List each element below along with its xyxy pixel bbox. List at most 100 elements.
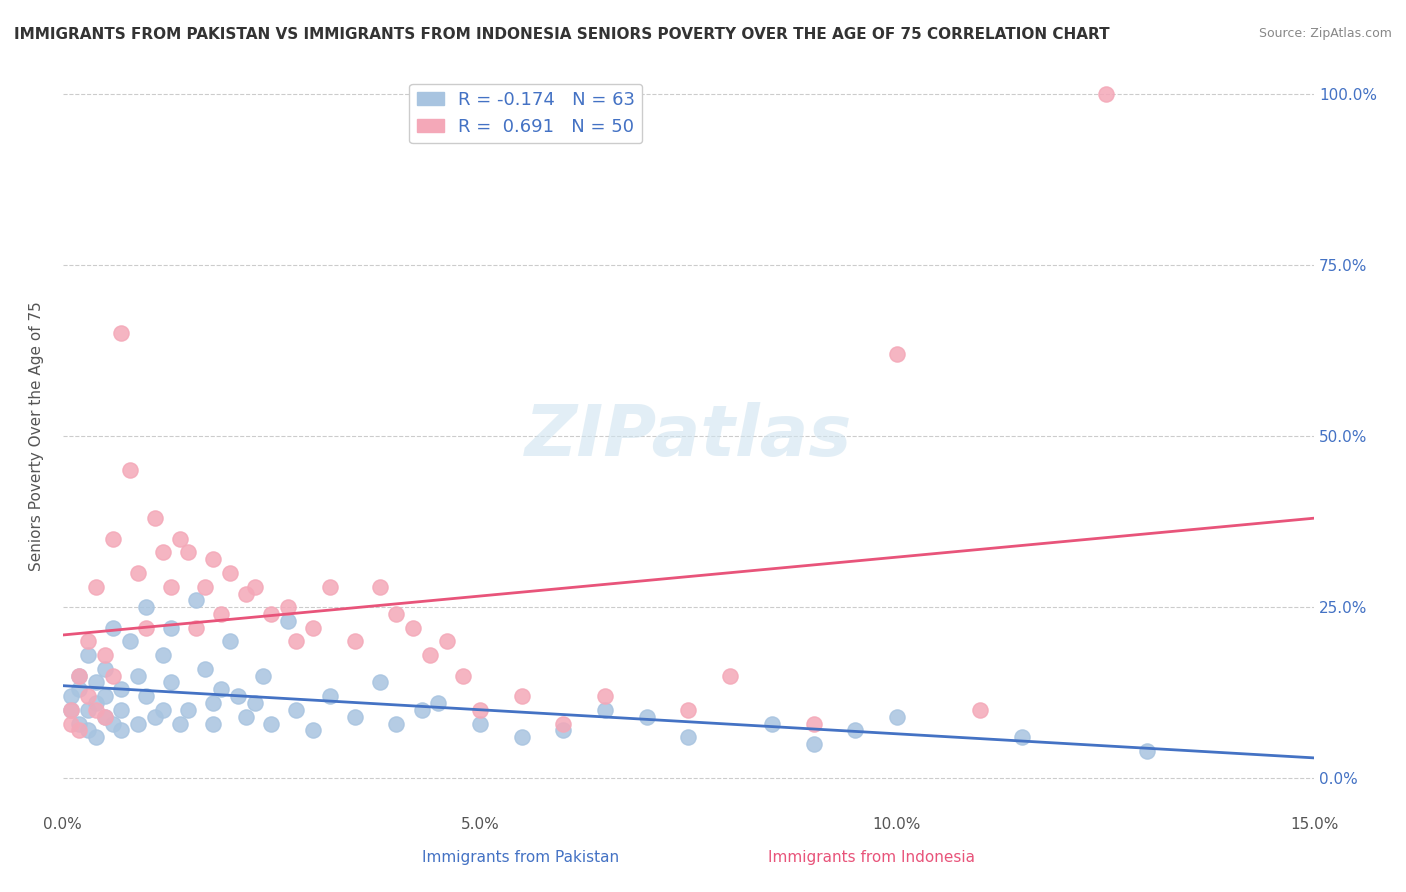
Point (678, 731, 700, 745)
Point (226, 689, 249, 703)
Point (76, 689, 98, 703)
Point (76, 634, 98, 648)
Point (186, 621, 208, 635)
Point (593, 703, 616, 717)
Point (302, 723, 325, 738)
Point (160, 580, 183, 594)
Point (60, 703, 83, 717)
Point (152, 545, 174, 559)
Legend: R = -0.174   N = 63, R =  0.691   N = 50: R = -0.174 N = 63, R = 0.691 N = 50 (409, 84, 643, 143)
Point (510, 689, 533, 703)
Point (243, 580, 266, 594)
Point (93, 662, 115, 676)
Point (152, 648, 174, 662)
Point (101, 668, 124, 682)
Point (60, 716, 83, 731)
Point (69, 716, 91, 731)
Point (160, 621, 183, 635)
Point (319, 689, 342, 703)
Point (553, 716, 575, 731)
Point (93, 648, 115, 662)
Point (468, 716, 491, 731)
Point (69, 668, 91, 682)
Point (593, 689, 616, 703)
Point (302, 621, 325, 635)
Text: Source: ZipAtlas.com: Source: ZipAtlas.com (1258, 27, 1392, 40)
Point (319, 580, 342, 594)
Point (84, 675, 107, 690)
Point (169, 716, 191, 731)
Point (93, 689, 115, 703)
Point (60, 703, 83, 717)
Point (209, 682, 232, 697)
Point (252, 668, 274, 682)
Point (69, 723, 91, 738)
Point (76, 723, 98, 738)
Point (427, 696, 450, 710)
Point (69, 682, 91, 697)
Point (277, 614, 299, 628)
Point (110, 682, 132, 697)
Point (718, 668, 741, 682)
Point (69, 668, 91, 682)
Point (84, 696, 107, 710)
Point (135, 621, 157, 635)
Point (84, 703, 107, 717)
Point (152, 703, 174, 717)
Point (201, 552, 224, 566)
Point (84, 731, 107, 745)
Point (110, 703, 132, 717)
Text: ZIPatlas: ZIPatlas (524, 401, 852, 471)
Point (186, 593, 208, 607)
Point (93, 709, 115, 723)
Point (343, 634, 366, 648)
Point (101, 621, 124, 635)
Point (436, 634, 458, 648)
Point (969, 703, 991, 717)
Point (135, 689, 157, 703)
Point (127, 566, 149, 580)
Point (84, 580, 107, 594)
Point (110, 723, 132, 738)
Point (110, 326, 132, 341)
Point (636, 709, 658, 723)
Point (218, 566, 240, 580)
Point (886, 709, 908, 723)
Point (201, 716, 224, 731)
Point (194, 662, 217, 676)
Y-axis label: Seniors Poverty Over the Age of 75: Seniors Poverty Over the Age of 75 (30, 301, 44, 571)
Point (1094, 87, 1116, 101)
Point (194, 580, 217, 594)
Point (93, 709, 115, 723)
Point (402, 621, 425, 635)
Point (368, 675, 391, 690)
Point (209, 607, 232, 621)
Point (343, 709, 366, 723)
Point (385, 607, 408, 621)
Point (419, 648, 441, 662)
Point (177, 703, 200, 717)
Text: Immigrants from Pakistan: Immigrants from Pakistan (422, 850, 619, 865)
Point (143, 709, 166, 723)
Point (285, 634, 308, 648)
Point (761, 716, 783, 731)
Point (368, 580, 391, 594)
Point (169, 532, 191, 546)
Point (451, 668, 474, 682)
Point (260, 607, 283, 621)
Point (201, 696, 224, 710)
Point (468, 703, 491, 717)
Point (886, 347, 908, 361)
Point (135, 600, 157, 615)
Point (553, 723, 575, 738)
Point (118, 463, 141, 477)
Point (243, 696, 266, 710)
Point (844, 723, 866, 738)
Point (385, 716, 408, 731)
Point (277, 600, 299, 615)
Point (218, 634, 240, 648)
Point (260, 716, 283, 731)
Point (127, 716, 149, 731)
Text: Immigrants from Indonesia: Immigrants from Indonesia (768, 850, 976, 865)
Point (118, 634, 141, 648)
